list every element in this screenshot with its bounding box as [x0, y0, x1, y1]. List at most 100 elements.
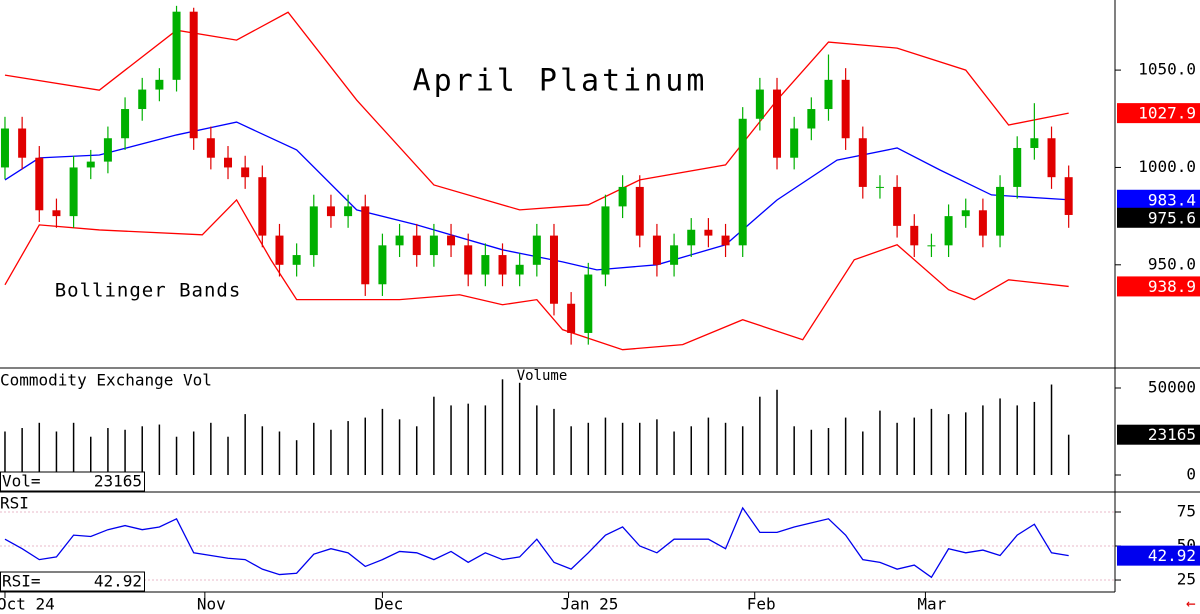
readout-box	[0, 571, 145, 592]
y-tick-label: 1050.0	[1138, 60, 1196, 79]
x-tick-label: Mar	[917, 595, 946, 614]
candle-body	[721, 235, 730, 246]
candle-body	[893, 186, 902, 226]
y-tick-label: 50000	[1148, 378, 1196, 397]
candle-body	[172, 11, 181, 80]
last-value-label: 42.92	[1148, 546, 1196, 565]
candle-body	[429, 235, 438, 256]
candle-body	[206, 138, 215, 158]
panel-title: Commodity Exchange Vol	[0, 371, 212, 390]
candle-body	[704, 229, 713, 236]
candle-body	[584, 274, 593, 333]
annotation: Bollinger Bands	[55, 280, 242, 302]
readout-value: 23165	[94, 472, 142, 491]
y-tick-label: 0	[1186, 465, 1196, 484]
candle-body	[275, 235, 284, 265]
candle-body	[138, 89, 147, 110]
candle-body	[103, 138, 112, 162]
x-tick-label: Jan 25	[561, 595, 619, 614]
bollinger-band	[4, 121, 1069, 271]
candle-body	[515, 264, 524, 275]
candle-body	[841, 79, 850, 139]
candle-body	[69, 167, 78, 217]
candle-body	[1047, 138, 1056, 178]
candle-body	[155, 79, 164, 90]
candle-body	[35, 157, 44, 211]
candle-body	[532, 235, 541, 265]
candle-body	[86, 161, 95, 168]
candle-body	[567, 303, 576, 333]
candle-body	[241, 167, 250, 178]
x-tick-label: Oct 24	[0, 595, 55, 614]
candle-body	[395, 235, 404, 246]
last-value-label: 983.4	[1148, 190, 1196, 209]
candle-body	[1030, 138, 1039, 148]
candle-body	[961, 210, 970, 217]
candle-body	[807, 109, 816, 129]
candle-body	[378, 245, 387, 285]
panel-title: RSI	[0, 494, 29, 513]
candle-body	[361, 206, 370, 285]
candle-body	[687, 229, 696, 246]
bollinger-band	[4, 198, 1069, 351]
x-tick-label: Nov	[197, 595, 226, 614]
panel-subtitle: Volume	[517, 368, 568, 384]
last-value-label: 23165	[1148, 425, 1196, 444]
scroll-arrow[interactable]: ←	[1186, 594, 1196, 613]
candle-body	[773, 89, 782, 158]
last-value-label-box	[1117, 424, 1200, 445]
candle-body	[344, 206, 353, 217]
candle-body	[0, 128, 9, 168]
candle-body	[858, 138, 867, 187]
candle-body	[52, 210, 61, 217]
candle-body	[618, 186, 627, 207]
candle-body	[224, 157, 233, 168]
last-value-label: 1027.9	[1138, 104, 1196, 123]
last-value-label-box	[1117, 189, 1200, 210]
last-value-label: 938.9	[1148, 277, 1196, 296]
candle-body	[464, 245, 473, 275]
candle-body	[549, 235, 558, 304]
candle-body	[447, 235, 456, 246]
last-value-label: 975.6	[1148, 208, 1196, 227]
candle-body	[755, 89, 764, 119]
candle-body	[927, 245, 936, 247]
bollinger-band	[4, 11, 1069, 211]
candle-body	[481, 255, 490, 275]
readout-label: RSI=	[2, 572, 41, 591]
chart-title: April Platinum	[413, 64, 708, 99]
y-tick-label: 950.0	[1148, 254, 1196, 273]
candle-body	[1013, 147, 1022, 187]
candle-body	[412, 235, 421, 256]
candle-body	[790, 128, 799, 158]
y-tick-label: 75	[1177, 502, 1196, 521]
candle-body	[309, 206, 318, 256]
candle-body	[910, 225, 919, 246]
candle-body	[824, 79, 833, 110]
x-tick-label: Feb	[747, 595, 776, 614]
candle-body	[738, 118, 747, 246]
y-tick-label: 25	[1177, 570, 1196, 589]
last-value-label-box	[1117, 276, 1200, 297]
last-value-label-box	[1117, 545, 1200, 566]
candle-body	[652, 235, 661, 265]
x-tick-label: Dec	[374, 595, 403, 614]
candle-body	[601, 206, 610, 275]
candle-body	[258, 177, 267, 236]
candle-body	[1064, 177, 1073, 215]
readout-value: 42.92	[94, 572, 142, 591]
candle-body	[944, 216, 953, 246]
candle-body	[978, 210, 987, 236]
candle-body	[326, 206, 335, 217]
last-value-label-box	[1117, 207, 1200, 228]
candle-body	[996, 186, 1005, 236]
y-tick-label: 1000.0	[1138, 157, 1196, 176]
rsi-line	[4, 506, 1069, 579]
candle-body	[670, 245, 679, 265]
candle-body	[875, 186, 884, 188]
readout-label: Vol=	[2, 472, 41, 491]
candle-body	[292, 255, 301, 265]
candle-body	[189, 11, 198, 139]
candle-body	[18, 128, 27, 158]
